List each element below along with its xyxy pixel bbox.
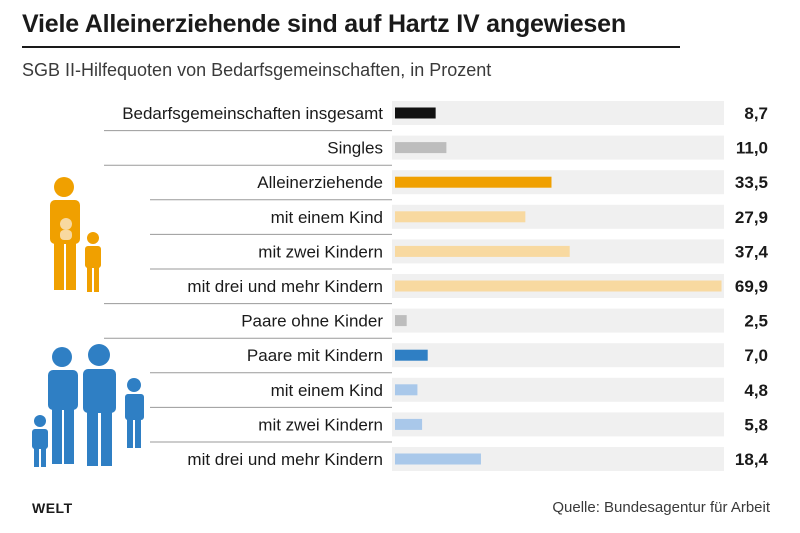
- category-label: mit zwei Kindern: [258, 415, 383, 434]
- bar: [395, 315, 407, 327]
- value-label: 33,5: [735, 173, 768, 192]
- bar: [395, 176, 552, 188]
- bar: [395, 211, 526, 223]
- bar-track: [392, 135, 724, 160]
- source-note: Quelle: Bundesagentur für Arbeit: [552, 499, 770, 516]
- bar-track: [392, 377, 724, 402]
- category-label: mit drei und mehr Kindern: [187, 277, 383, 296]
- value-label: 7,0: [744, 346, 768, 365]
- value-label: 11,0: [736, 139, 768, 158]
- category-label: mit zwei Kindern: [258, 242, 383, 261]
- welt-logo: WELT: [32, 500, 73, 516]
- category-label: Paare ohne Kinder: [241, 312, 383, 331]
- value-label: 2,5: [744, 312, 768, 331]
- value-label: 37,4: [735, 242, 769, 261]
- bar: [395, 453, 481, 465]
- category-label: Paare mit Kindern: [247, 346, 383, 365]
- bar-track: [392, 308, 724, 333]
- bar-track: [392, 412, 724, 437]
- bar: [395, 245, 570, 257]
- value-label: 18,4: [735, 450, 769, 469]
- category-label: mit drei und mehr Kindern: [187, 450, 383, 469]
- value-label: 69,9: [735, 277, 768, 296]
- chart-subtitle: SGB II-Hilfequoten von Bedarfsgemeinscha…: [22, 60, 492, 80]
- bar: [395, 349, 428, 361]
- value-label: 5,8: [744, 415, 768, 434]
- title-underline: [22, 46, 680, 48]
- chart-title: Viele Alleinerziehende sind auf Hartz IV…: [22, 10, 626, 38]
- bar: [395, 384, 418, 396]
- category-label: mit einem Kind: [271, 381, 383, 400]
- value-label: 27,9: [735, 208, 768, 227]
- value-label: 4,8: [744, 381, 768, 400]
- bar-track: [392, 101, 724, 125]
- single-parent-family-icon: [50, 177, 101, 292]
- category-label: Bedarfsgemeinschaften insgesamt: [122, 104, 383, 123]
- bar: [395, 418, 423, 430]
- bar: [395, 280, 722, 292]
- category-label: mit einem Kind: [271, 208, 383, 227]
- bar: [395, 142, 447, 154]
- value-label: 8,7: [744, 104, 768, 123]
- category-label: Alleinerziehende: [257, 173, 383, 192]
- bar-track: [392, 343, 724, 368]
- bar: [395, 107, 436, 119]
- two-parent-family-icon: [32, 344, 144, 467]
- category-label: Singles: [327, 139, 383, 158]
